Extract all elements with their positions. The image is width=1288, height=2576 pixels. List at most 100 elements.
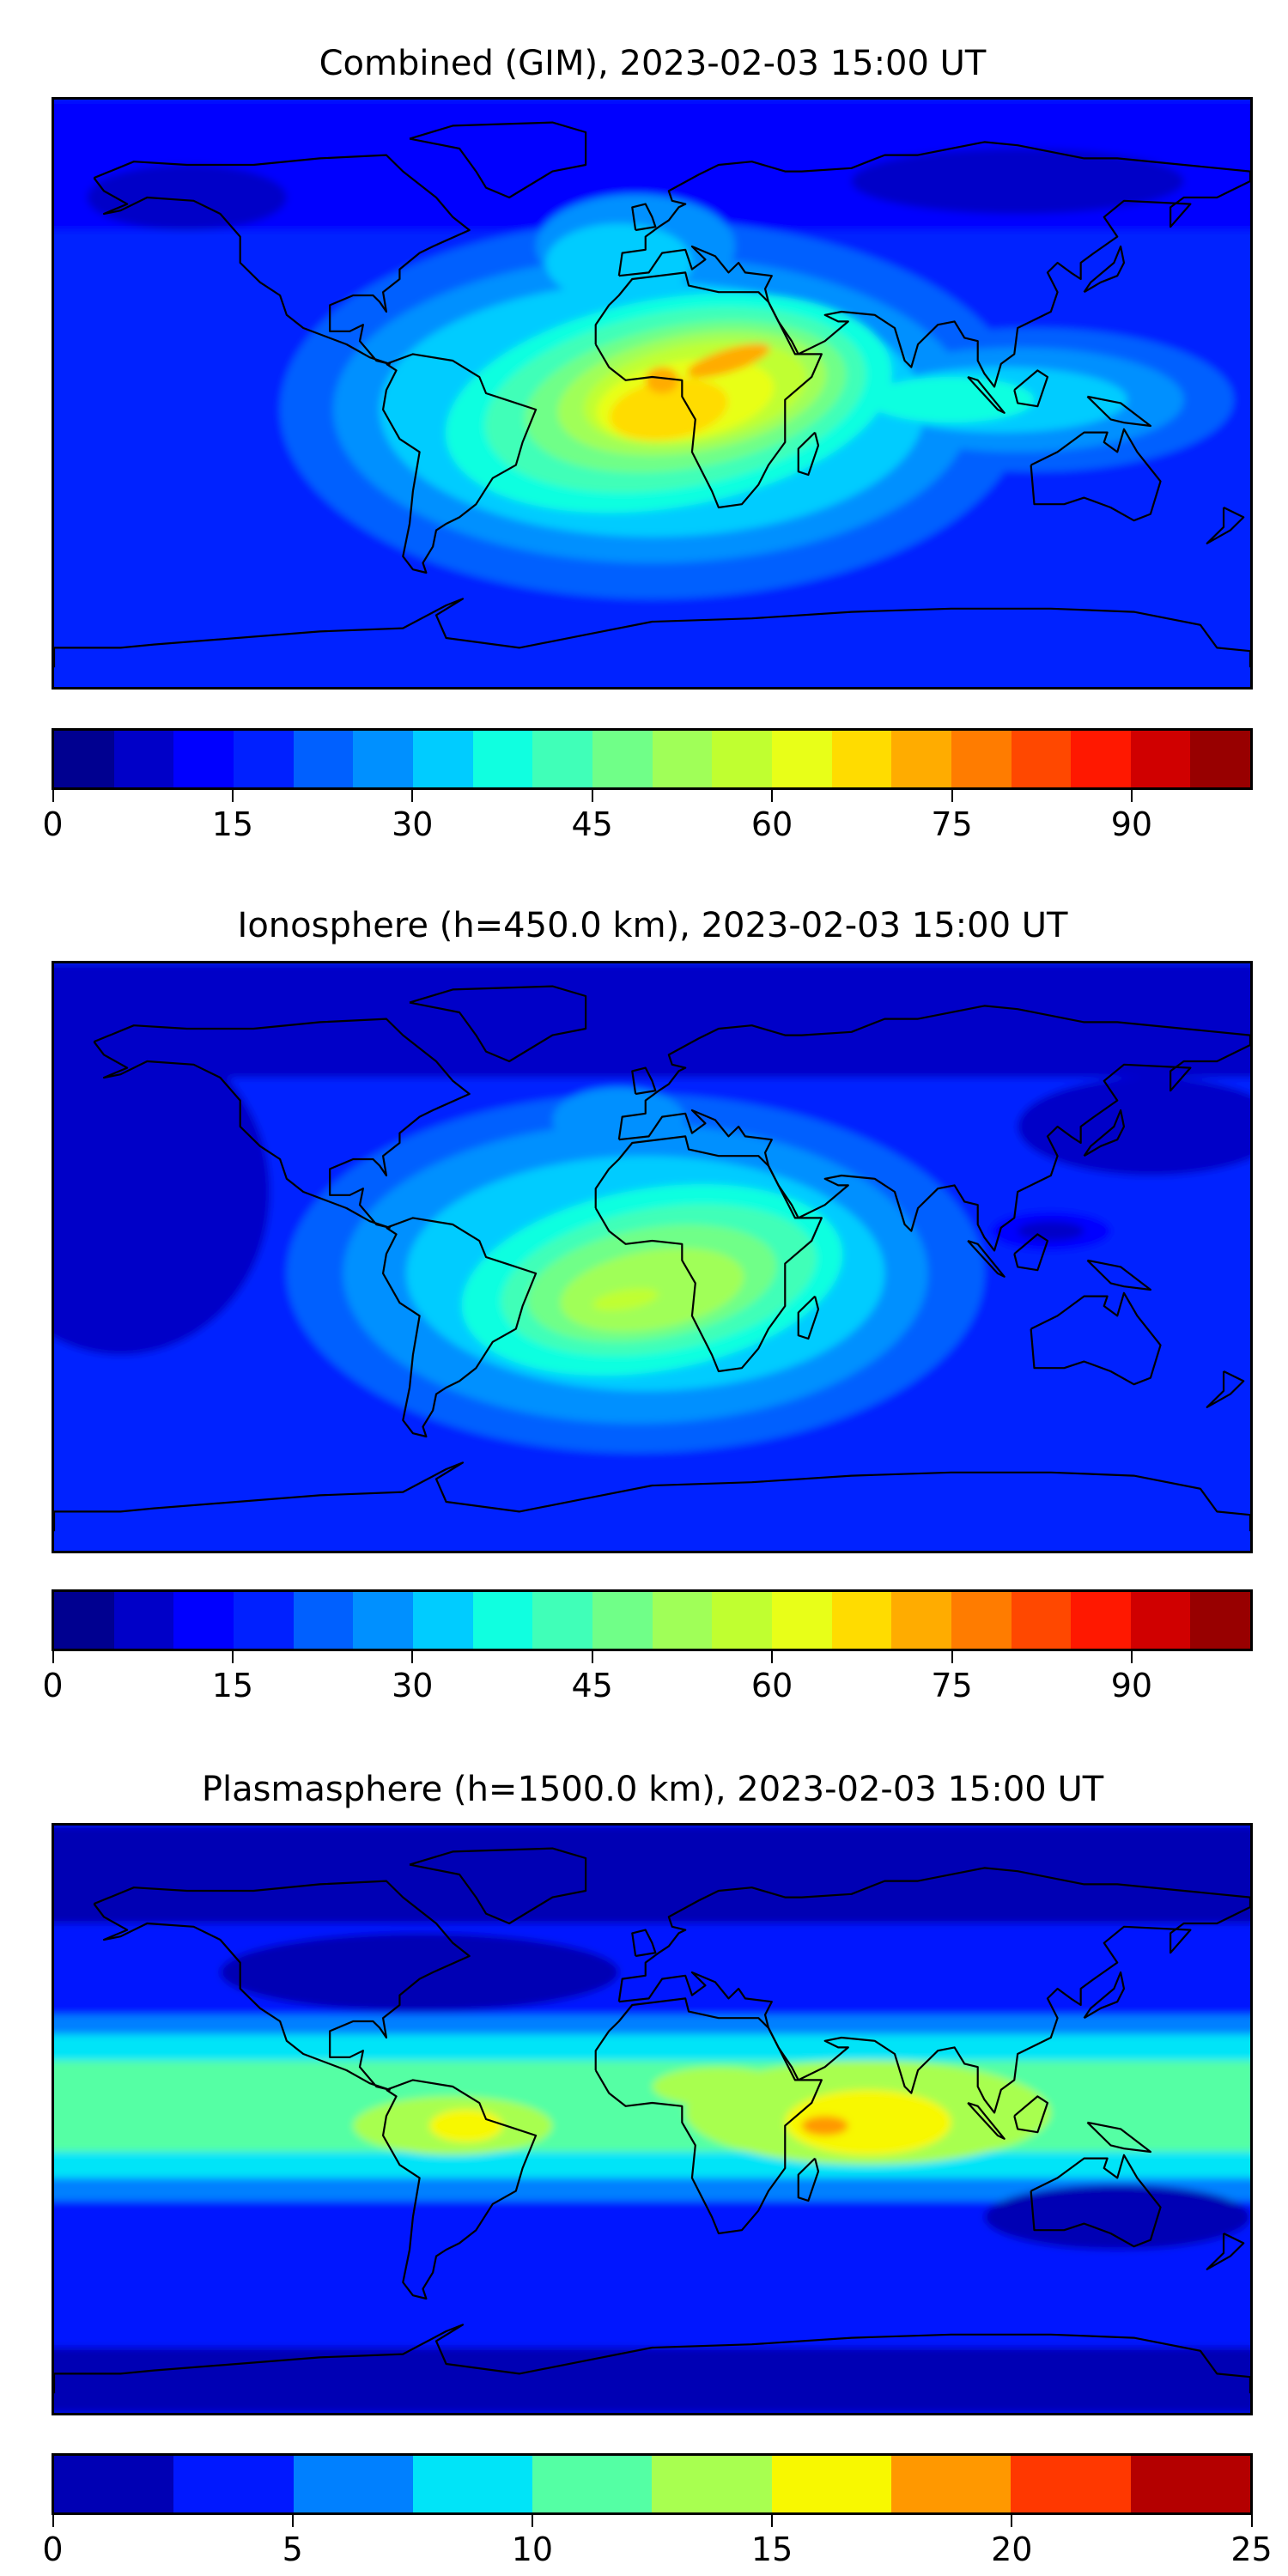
- map-combined: [52, 97, 1253, 690]
- coastline-eurasia: [619, 142, 1250, 386]
- contour-level: [545, 223, 692, 302]
- coastline-britain: [632, 204, 655, 230]
- coastline-new-guinea: [1087, 2123, 1151, 2152]
- coastline-australia: [1031, 2155, 1161, 2246]
- colorbar-tick-label: 30: [392, 1667, 434, 1704]
- contour-level: [785, 2089, 951, 2155]
- colorbar-segment: [532, 731, 592, 787]
- chart-title: Ionosphere (h=450.0 km), 2023-02-03 15:0…: [237, 906, 1068, 945]
- colorbar-tick: [52, 2515, 54, 2527]
- contour-band: [54, 2348, 1250, 2413]
- coastline-greenland: [410, 1849, 586, 1923]
- colorbar-segment: [951, 731, 1012, 787]
- colorbar-segment: [1071, 1592, 1131, 1649]
- colorbar-tick-label: 0: [42, 2530, 64, 2568]
- coastline-antarctica: [54, 2324, 1250, 2393]
- colorbar-segment: [54, 2456, 174, 2512]
- colorbar-segment: [1130, 1592, 1191, 1649]
- colorbar-segment: [54, 731, 114, 787]
- colorbar-tick-label: 0: [42, 805, 64, 843]
- colorbar-segment: [233, 1592, 294, 1649]
- contour-band: [54, 2060, 1250, 2152]
- colorbar-tick-label: 90: [1110, 805, 1153, 843]
- coastline-japan: [1084, 1972, 1124, 2018]
- colorbar-segment: [173, 731, 234, 787]
- colorbar-tick: [52, 1651, 54, 1663]
- colorbar-segment: [1011, 731, 1072, 787]
- colorbar-segment: [1130, 2456, 1250, 2512]
- contour-level: [220, 1933, 619, 2012]
- contour-level: [1018, 1078, 1250, 1176]
- coastline-africa: [596, 1136, 822, 1371]
- colorbar-segment: [1190, 1592, 1251, 1649]
- coastline-greenland: [410, 123, 586, 197]
- contour-band: [54, 963, 1250, 1078]
- coastline-antarctica: [54, 598, 1250, 667]
- colorbar-segment: [54, 1592, 114, 1649]
- colorbar-tick-label: 0: [42, 1667, 64, 1704]
- colorbar-tick: [411, 790, 414, 802]
- map-plasmasphere: [52, 1823, 1253, 2415]
- colorbar-tick: [231, 790, 234, 802]
- contour-field: [54, 963, 1250, 1551]
- colorbar-tick: [591, 1651, 593, 1663]
- colorbar-tick: [771, 790, 774, 802]
- contour-level: [552, 1087, 686, 1153]
- coastline-eurasia: [619, 1868, 1250, 2112]
- contour-level: [652, 2067, 786, 2106]
- coastline-australia: [1031, 1293, 1161, 1384]
- contour-level: [984, 2184, 1250, 2250]
- colorbar-segment: [472, 1592, 533, 1649]
- contour-level: [54, 1029, 270, 1355]
- coastline-africa: [596, 272, 822, 507]
- contour-level: [1018, 1221, 1084, 1241]
- colorbar-tick-label: 45: [571, 1667, 613, 1704]
- colorbar-combined: [52, 728, 1253, 790]
- colorbar-segment: [532, 1592, 592, 1649]
- colorbar-segment: [472, 731, 533, 787]
- coastline-madagascar: [799, 1297, 818, 1339]
- colorbar-tick: [1130, 790, 1133, 802]
- colorbar-segment: [1011, 2456, 1131, 2512]
- colorbar-segment: [412, 2456, 533, 2512]
- colorbar-segment: [652, 2456, 772, 2512]
- chart-title: Plasmasphere (h=1500.0 km), 2023-02-03 1…: [201, 1770, 1104, 1809]
- colorbar-segment: [293, 1592, 354, 1649]
- coastline-greenland: [410, 987, 586, 1061]
- coastline-borneo: [1014, 1234, 1048, 1270]
- colorbar-segment: [1011, 1592, 1072, 1649]
- colorbar-tick-label: 60: [750, 1667, 793, 1704]
- colorbar-segment: [592, 1592, 653, 1649]
- colorbar-segment: [712, 1592, 772, 1649]
- colorbar-ionosphere: [52, 1589, 1253, 1651]
- colorbar-segment: [293, 2456, 413, 2512]
- colorbar-tick: [951, 790, 953, 802]
- colorbar-tick-label: 5: [282, 2530, 303, 2568]
- coastline-borneo: [1014, 2096, 1048, 2132]
- colorbar-segment: [831, 1592, 892, 1649]
- coastline-australia: [1031, 429, 1161, 520]
- colorbar-tick: [771, 2515, 774, 2527]
- colorbar-segment: [652, 731, 713, 787]
- contour-level: [645, 367, 679, 393]
- coastline-new-zealand: [1207, 507, 1244, 544]
- coastline-north-america: [94, 155, 469, 364]
- colorbar-tick: [411, 1651, 414, 1663]
- map-ionosphere: [52, 961, 1253, 1553]
- contour-level: [801, 2116, 848, 2136]
- colorbar-plasmasphere: [52, 2453, 1253, 2515]
- coastline-north-america: [94, 1019, 469, 1228]
- colorbar-segment: [891, 2456, 1012, 2512]
- colorbar-segment: [891, 1592, 951, 1649]
- colorbar-segment: [353, 731, 413, 787]
- colorbar-tick-label: 60: [750, 805, 793, 843]
- colorbar-segment: [233, 731, 294, 787]
- coastline-madagascar: [799, 433, 818, 475]
- coastline-north-america: [94, 1881, 469, 2090]
- chart-title: Combined (GIM), 2023-02-03 15:00 UT: [319, 44, 987, 83]
- coastline-new-guinea: [1087, 1261, 1151, 1290]
- contour-level: [87, 165, 287, 230]
- colorbar-tick-label: 15: [750, 2530, 793, 2568]
- colorbar-segment: [771, 2456, 892, 2512]
- contour-field: [54, 1826, 1250, 2413]
